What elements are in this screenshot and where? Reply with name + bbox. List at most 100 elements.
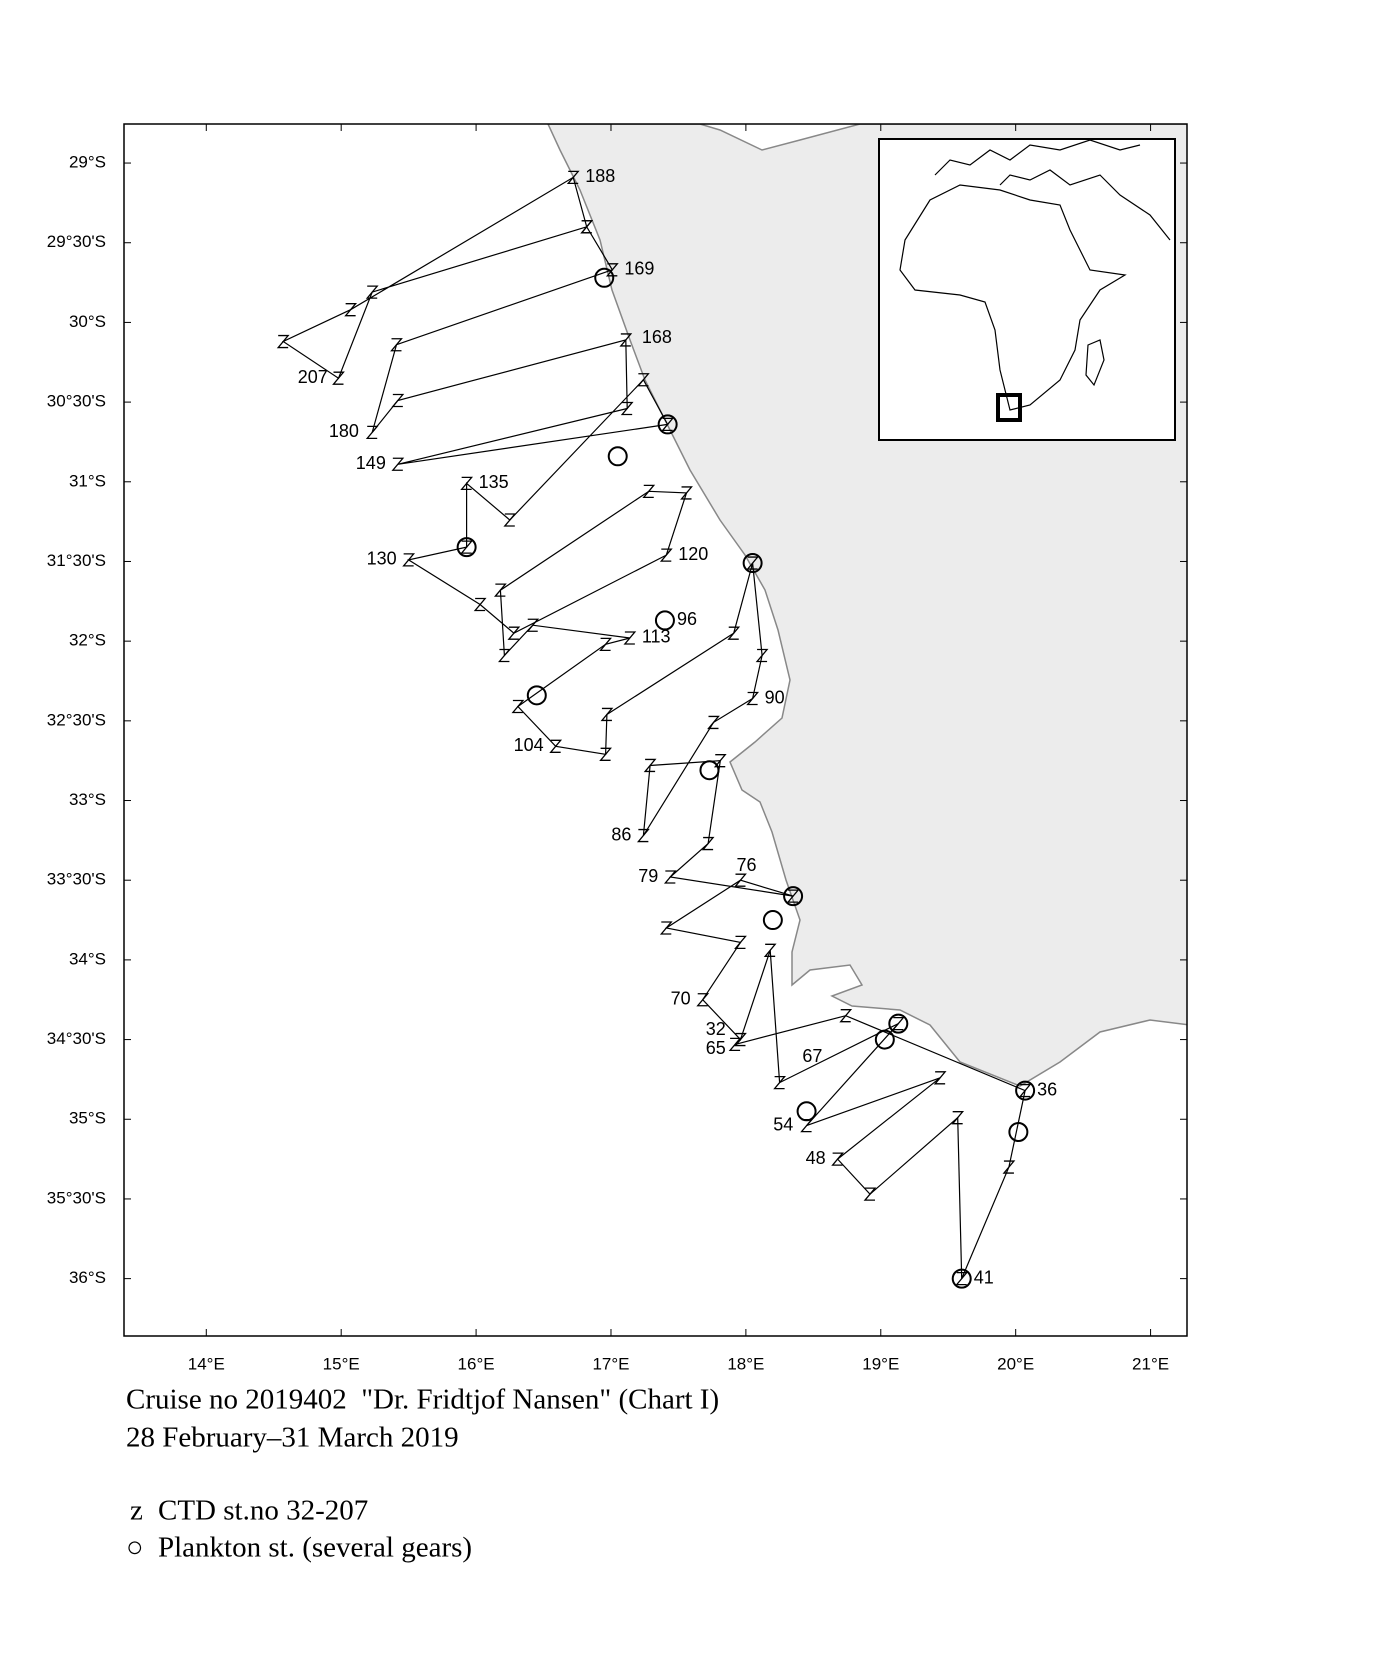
ctd-station bbox=[493, 583, 507, 597]
ctd-station bbox=[707, 715, 720, 730]
ctd-station bbox=[734, 1032, 747, 1047]
plankton-station bbox=[951, 1268, 972, 1289]
ctd-station bbox=[642, 484, 656, 498]
station-label: 120 bbox=[678, 544, 708, 564]
x-tick-label: 14°E bbox=[188, 1354, 225, 1373]
station-label: 113 bbox=[642, 627, 671, 647]
ctd-station bbox=[599, 637, 612, 651]
ctd-station bbox=[580, 220, 594, 234]
station-label: 104 bbox=[514, 735, 544, 755]
station-label: 188 bbox=[585, 166, 615, 186]
map-frame bbox=[123, 123, 1188, 1337]
ctd-station bbox=[391, 393, 405, 408]
legend-label: CTD st.no 32-207 bbox=[158, 1495, 368, 1527]
y-tick-label: 33°30'S bbox=[47, 870, 106, 889]
x-tick-label: 19°E bbox=[862, 1354, 899, 1373]
y-tick-label: 29°30'S bbox=[47, 232, 106, 251]
station-label: 96 bbox=[677, 609, 697, 629]
ctd-station bbox=[663, 870, 677, 884]
plankton-station bbox=[654, 610, 675, 631]
ctd-station bbox=[332, 371, 345, 385]
ctd-station bbox=[599, 747, 612, 761]
ctd-station bbox=[661, 417, 675, 432]
madagascar-outline bbox=[1085, 339, 1105, 387]
y-tick-label: 35°S bbox=[69, 1109, 106, 1128]
y-tick-label: 34°S bbox=[69, 949, 106, 968]
station-label: 36 bbox=[1037, 1079, 1057, 1099]
station-label: 65 bbox=[706, 1038, 726, 1058]
y-tick-label: 31°S bbox=[69, 471, 106, 490]
ctd-station bbox=[566, 170, 580, 185]
station-label: 41 bbox=[974, 1267, 994, 1287]
x-tick-label: 21°E bbox=[1132, 1354, 1169, 1373]
ctd-station bbox=[746, 556, 760, 570]
station-label: 48 bbox=[806, 1148, 826, 1168]
eurasia-outline bbox=[934, 139, 1171, 241]
ctd-station bbox=[473, 597, 487, 612]
x-tick-label: 17°E bbox=[592, 1354, 629, 1373]
ctd-station bbox=[365, 425, 379, 440]
plankton-station bbox=[783, 886, 804, 907]
station-label: 32 bbox=[706, 1019, 726, 1039]
plankton-station bbox=[874, 1029, 895, 1050]
x-tick-label: 15°E bbox=[323, 1354, 360, 1373]
station-label: 86 bbox=[611, 824, 631, 844]
plankton-station bbox=[526, 685, 547, 706]
plankton-station bbox=[657, 414, 678, 435]
ctd-station bbox=[549, 739, 563, 753]
ctd-station bbox=[955, 1271, 969, 1286]
ctd-station bbox=[734, 935, 747, 950]
plankton-station bbox=[1008, 1122, 1029, 1143]
ctd-station bbox=[659, 548, 673, 562]
ctd-station bbox=[619, 333, 633, 347]
plankton-station bbox=[796, 1101, 817, 1122]
station-label: 135 bbox=[479, 472, 509, 492]
plankton-station bbox=[742, 553, 763, 574]
ctd-station bbox=[460, 540, 474, 554]
ctd-station bbox=[526, 618, 540, 632]
ctd-station bbox=[636, 828, 650, 843]
legend-symbol: ○ bbox=[126, 1532, 144, 1564]
station-label: 90 bbox=[765, 687, 785, 707]
x-tick-label: 16°E bbox=[458, 1354, 495, 1373]
station-label: 67 bbox=[802, 1046, 822, 1066]
y-tick-label: 32°S bbox=[69, 631, 106, 650]
ctd-station bbox=[390, 338, 403, 352]
ctd-station bbox=[498, 648, 511, 663]
ctd-station bbox=[734, 873, 747, 887]
station-label: 76 bbox=[736, 855, 756, 875]
y-tick-label: 36°S bbox=[69, 1268, 106, 1287]
y-tick-label: 30°30'S bbox=[47, 392, 106, 411]
y-tick-label: 34°30'S bbox=[47, 1029, 106, 1048]
ctd-station bbox=[600, 707, 614, 722]
ctd-station bbox=[623, 631, 637, 645]
ctd-station bbox=[763, 943, 777, 957]
station-label: 207 bbox=[298, 367, 328, 387]
ctd-station bbox=[727, 626, 741, 640]
plankton-station bbox=[888, 1013, 909, 1034]
y-tick-label: 29°S bbox=[69, 153, 106, 172]
ctd-station bbox=[1018, 1083, 1032, 1098]
ctd-station bbox=[511, 699, 525, 714]
station-label: 130 bbox=[367, 549, 397, 569]
station-label: 79 bbox=[638, 866, 658, 886]
ctd-station bbox=[800, 1118, 813, 1133]
ctd-station bbox=[507, 626, 521, 640]
station-label: 70 bbox=[671, 988, 691, 1008]
ctd-station bbox=[402, 553, 416, 567]
ctd-station bbox=[620, 401, 634, 416]
y-tick-label: 31°30'S bbox=[47, 551, 106, 570]
africa-outline bbox=[899, 184, 1127, 411]
plankton-station bbox=[1015, 1080, 1036, 1101]
caption-line: 28 February–31 March 2019 bbox=[126, 1422, 459, 1454]
ctd-station bbox=[746, 691, 760, 706]
ctd-station bbox=[460, 476, 474, 491]
ctd-station bbox=[891, 1016, 905, 1031]
legend-label: Plankton st. (several gears) bbox=[158, 1532, 472, 1564]
station-label: 54 bbox=[773, 1114, 793, 1134]
x-tick-label: 20°E bbox=[997, 1354, 1034, 1373]
ctd-station bbox=[1002, 1160, 1016, 1174]
ctd-station bbox=[276, 334, 290, 349]
inset-frame bbox=[878, 138, 1176, 441]
